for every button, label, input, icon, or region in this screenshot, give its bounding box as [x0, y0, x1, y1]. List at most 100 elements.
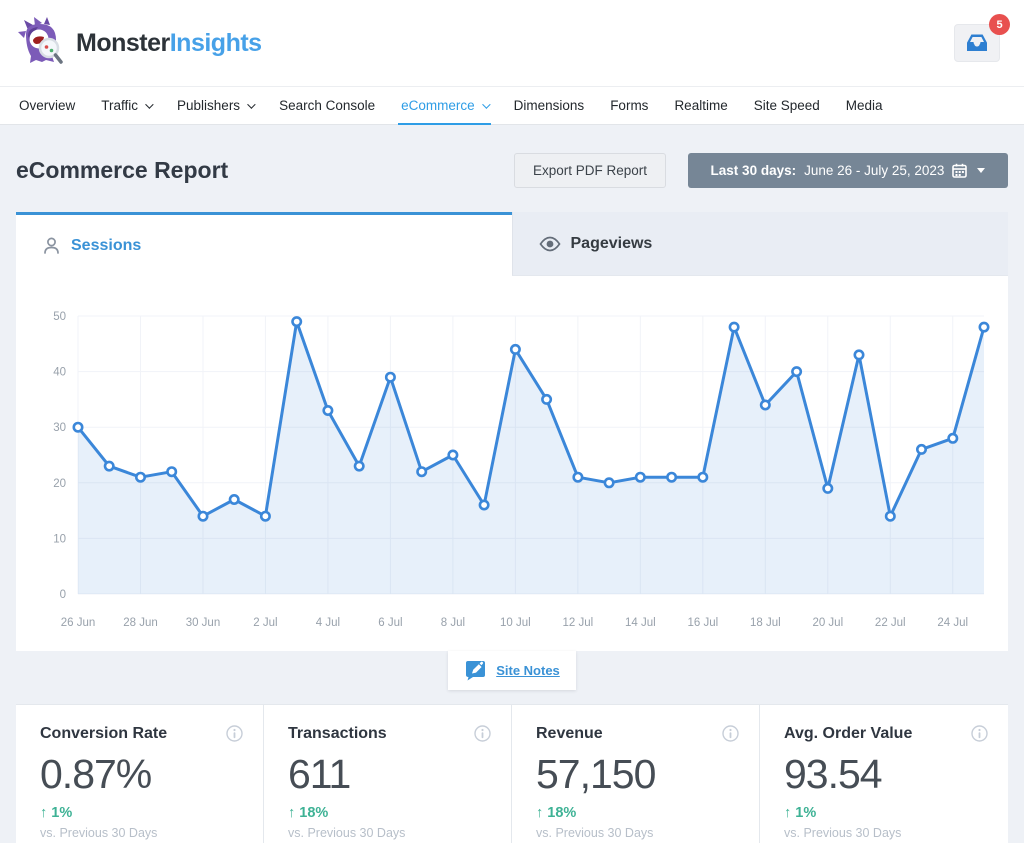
stat-compare-label: vs. Previous 30 Days — [536, 826, 654, 840]
notification-count-badge[interactable]: 5 — [989, 14, 1010, 35]
metric-tab-bar: Sessions Pageviews — [16, 212, 1008, 276]
stat-change: ↑ 18% — [536, 805, 577, 821]
svg-text:20: 20 — [53, 478, 66, 490]
site-notes-row: Site Notes — [16, 651, 1008, 690]
page-title: eCommerce Report — [16, 157, 229, 183]
svg-text:14 Jul: 14 Jul — [625, 617, 656, 629]
svg-text:24 Jul: 24 Jul — [937, 617, 968, 629]
svg-text:10 Jul: 10 Jul — [500, 617, 531, 629]
nav-item-dimensions[interactable]: Dimensions — [501, 87, 598, 124]
monster-mascot-icon — [18, 17, 63, 64]
stat-value: 0.87% — [40, 751, 152, 797]
svg-text:12 Jul: 12 Jul — [563, 617, 594, 629]
svg-text:30 Jun: 30 Jun — [186, 617, 221, 629]
svg-text:0: 0 — [60, 589, 66, 601]
svg-text:22 Jul: 22 Jul — [875, 617, 906, 629]
nav-label: Search Console — [279, 98, 376, 113]
nav-item-search-console[interactable]: Search Console — [266, 87, 388, 124]
nav-item-publishers[interactable]: Publishers — [164, 87, 266, 124]
report-content: eCommerce Report Export PDF Report Last … — [0, 153, 1024, 843]
nav-label: eCommerce — [401, 98, 475, 113]
svg-text:6 Jul: 6 Jul — [378, 617, 402, 629]
tab-pageviews[interactable]: Pageviews — [511, 212, 1008, 276]
chevron-down-icon — [145, 99, 154, 109]
info-icon[interactable] — [722, 725, 739, 742]
stat-change: ↑ 1% — [40, 805, 73, 821]
nav-label: Forms — [610, 98, 649, 113]
svg-text:18 Jul: 18 Jul — [750, 617, 781, 629]
stat-change: ↑ 1% — [784, 805, 817, 821]
main-nav: Overview Traffic Publishers Search Conso… — [0, 86, 1024, 125]
brand-name-insights: Insights — [169, 28, 262, 57]
inbox-icon — [967, 34, 987, 51]
info-icon[interactable] — [474, 725, 491, 742]
date-range-value: June 26 - July 25, 2023 — [804, 163, 945, 178]
stat-compare-label: vs. Previous 30 Days — [288, 826, 406, 840]
info-icon[interactable] — [971, 725, 988, 742]
svg-text:28 Jun: 28 Jun — [123, 617, 158, 629]
nav-item-realtime[interactable]: Realtime — [661, 87, 740, 124]
stat-title: Avg. Order Value — [784, 725, 913, 742]
stat-card-revenue: Revenue 57,150 ↑ 18% vs. Previous 30 Day… — [512, 705, 760, 843]
brand-name-monster: Monster — [76, 28, 170, 57]
note-pencil-icon — [466, 661, 486, 681]
tab-sessions[interactable]: Sessions — [16, 212, 512, 276]
notifications: 5 — [954, 14, 1010, 62]
stat-value: 57,150 — [536, 751, 656, 797]
chevron-down-icon — [481, 99, 491, 109]
svg-text:16 Jul: 16 Jul — [687, 617, 718, 629]
nav-item-media[interactable]: Media — [833, 87, 896, 124]
toolbar: eCommerce Report Export PDF Report Last … — [16, 153, 1008, 188]
nav-item-ecommerce[interactable]: eCommerce — [388, 87, 501, 125]
svg-text:10: 10 — [53, 533, 66, 545]
nav-item-traffic[interactable]: Traffic — [88, 87, 164, 124]
export-pdf-button[interactable]: Export PDF Report — [513, 153, 666, 188]
stats-row: Conversion Rate 0.87% ↑ 1% vs. Previous … — [16, 704, 1008, 843]
stat-card-avg-order-value: Avg. Order Value 93.54 ↑ 1% vs. Previous… — [760, 705, 1008, 843]
tab-sessions-label: Sessions — [71, 236, 142, 254]
chart-panel: 0 10 20 30 40 50 26 Jun 28 Jun 30 Jun 2 Jul 4 Jul 6… — [16, 276, 1008, 651]
date-range-label: Last 30 days: — [710, 163, 797, 178]
chevron-down-icon — [247, 99, 256, 109]
sessions-line-chart[interactable]: 0 10 20 30 40 50 26 Jun 28 Jun 30 Jun 2 Jul 4 Jul 6… — [26, 302, 1004, 640]
nav-item-forms[interactable]: Forms — [597, 87, 661, 124]
svg-text:50: 50 — [53, 311, 66, 323]
stat-title: Transactions — [288, 725, 387, 742]
svg-text:26 Jun: 26 Jun — [61, 617, 96, 629]
svg-text:30: 30 — [53, 422, 66, 434]
app-header: MonsterInsights 5 — [0, 0, 1024, 86]
nav-label: Dimensions — [513, 98, 585, 113]
nav-label: Realtime — [674, 98, 728, 113]
stat-change: ↑ 18% — [288, 805, 329, 821]
site-notes-label: Site Notes — [496, 663, 560, 678]
svg-text:2 Jul: 2 Jul — [253, 617, 277, 629]
svg-text:8 Jul: 8 Jul — [441, 617, 465, 629]
stat-compare-label: vs. Previous 30 Days — [40, 826, 158, 840]
tab-pageviews-label: Pageviews — [570, 234, 653, 252]
monsterinsights-logo: MonsterInsights — [18, 16, 262, 70]
user-icon — [44, 237, 59, 254]
calendar-icon — [952, 163, 968, 178]
caret-down-icon — [977, 168, 986, 173]
nav-label: Traffic — [101, 98, 139, 113]
info-icon[interactable] — [226, 725, 243, 742]
date-range-button[interactable]: Last 30 days: June 26 - July 25, 2023 — [688, 153, 1008, 188]
stat-card-transactions: Transactions 611 ↑ 18% vs. Previous 30 D… — [264, 705, 512, 843]
svg-text:40: 40 — [53, 367, 66, 379]
stat-compare-label: vs. Previous 30 Days — [784, 826, 902, 840]
svg-text:4 Jul: 4 Jul — [316, 617, 340, 629]
nav-item-site-speed[interactable]: Site Speed — [741, 87, 833, 124]
nav-label: Site Speed — [753, 98, 820, 113]
nav-label: Media — [845, 98, 883, 113]
brand-name: MonsterInsights — [76, 29, 262, 58]
site-notes-button[interactable]: Site Notes — [448, 651, 576, 690]
report-card: Sessions Pageviews 0 10 20 30 40 50 26 Jun 28 J… — [16, 212, 1008, 651]
stat-title: Conversion Rate — [40, 725, 168, 742]
stat-value: 93.54 — [784, 751, 883, 797]
nav-item-overview[interactable]: Overview — [6, 87, 88, 124]
stat-title: Revenue — [536, 725, 603, 742]
nav-label: Overview — [19, 98, 76, 113]
stat-card-conversion-rate: Conversion Rate 0.87% ↑ 1% vs. Previous … — [16, 705, 264, 843]
nav-label: Publishers — [177, 98, 241, 113]
